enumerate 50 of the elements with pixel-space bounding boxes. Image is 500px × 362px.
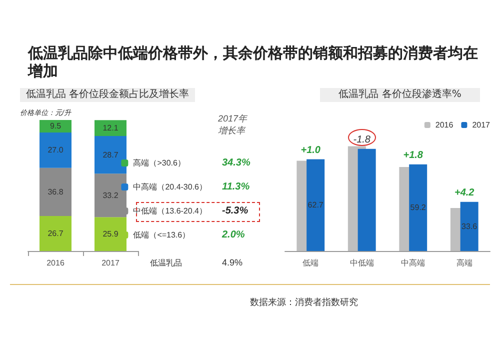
data-label: 12.1 [102, 124, 119, 133]
bar [460, 202, 478, 251]
bar [94, 174, 126, 218]
text: 34.3% [222, 158, 250, 168]
data-label: 25.9 [102, 230, 119, 239]
text: 低温乳品除中低端价格带外，其余价格带的销额和招募的消费者均在增加 [28, 44, 478, 80]
annotation: +1.8 [403, 150, 424, 161]
x-tick-label: 中低端 [350, 258, 374, 268]
bar [94, 136, 126, 174]
text: 增长率 [218, 126, 246, 136]
text: -5.3% [222, 206, 248, 216]
annotation: +4.2 [454, 187, 475, 198]
text: 低温乳品 [150, 258, 182, 268]
x-tick-label: 高端 [456, 258, 472, 268]
data-label: 27.0 [48, 146, 64, 155]
chart-title: 低温乳品 各价位段渗透率% [320, 88, 480, 102]
bar [40, 168, 72, 216]
text: 11.3% [222, 182, 250, 192]
data-label: 28.7 [102, 150, 119, 160]
x-tick-label: 低端 [302, 258, 319, 268]
annotation: -1.8 [353, 134, 371, 146]
x-tick-label: 中高端 [401, 258, 426, 268]
bar [94, 217, 126, 251]
text: 2.0% [221, 230, 245, 240]
data-label: 9.5 [50, 122, 62, 131]
chart-subtitle: 低温乳品 各价位段金额占比及增长率 [20, 88, 195, 102]
legend-label: 低端（<=13.6） [133, 230, 190, 240]
bar [94, 120, 126, 136]
x-tick-label: 2016 [46, 258, 65, 268]
legend-label: 2017 [472, 120, 491, 130]
data-label: 33.2 [102, 190, 119, 200]
bar [409, 164, 428, 251]
legend-label: 2016 [435, 120, 454, 130]
data-label: 33.6 [462, 222, 478, 231]
data-label: 26.7 [48, 229, 64, 238]
bar [40, 132, 72, 168]
data-label: 62.7 [308, 200, 324, 210]
source-note: 数据来源：消费者指数研究 [250, 296, 358, 309]
annotation: +1.0 [300, 144, 321, 156]
bar [40, 120, 72, 132]
bar [306, 159, 325, 251]
data-label: 36.8 [48, 187, 64, 196]
text: 2017年 [217, 114, 248, 124]
legend-label: 中高端（20.4-30.6） [133, 182, 208, 192]
text: 4.9% [222, 258, 243, 268]
x-tick-label: 2017 [102, 258, 120, 268]
bar [358, 148, 376, 251]
data-label: 59.2 [410, 203, 426, 212]
bar [40, 216, 72, 251]
legend-label: 高端（>30.6） [133, 158, 186, 168]
